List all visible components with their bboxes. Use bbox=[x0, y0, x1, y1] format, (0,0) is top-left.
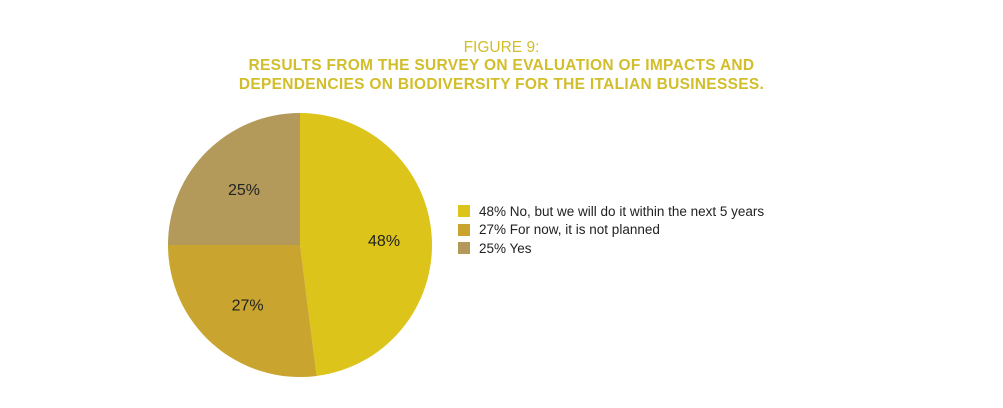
figure-label: FIGURE 9: bbox=[463, 39, 540, 56]
pie-slice bbox=[168, 245, 317, 377]
slice-data-label: 27% bbox=[232, 297, 264, 314]
legend: 48% No, but we will do it within the nex… bbox=[458, 202, 764, 258]
legend-item: 27% For now, it is not planned bbox=[458, 221, 764, 240]
pie-slice bbox=[168, 113, 300, 245]
legend-label: 27% For now, it is not planned bbox=[479, 222, 660, 238]
chart-title-line-2: DEPENDENCIES ON BIODIVERSITY FOR THE ITA… bbox=[238, 76, 765, 93]
slice-data-label: 48% bbox=[368, 233, 400, 250]
slice-data-label: 25% bbox=[228, 182, 260, 199]
legend-item: 25% Yes bbox=[458, 239, 764, 258]
legend-swatch bbox=[458, 205, 470, 218]
pie-slice bbox=[300, 113, 433, 376]
legend-item: 48% No, but we will do it within the nex… bbox=[458, 202, 764, 221]
chart-title-line-1: RESULTS FROM THE SURVEY ON EVALUATION OF… bbox=[248, 57, 755, 74]
legend-swatch bbox=[458, 223, 470, 236]
legend-label: 25% Yes bbox=[479, 240, 532, 256]
legend-label: 48% No, but we will do it within the nex… bbox=[479, 203, 765, 219]
legend-swatch bbox=[458, 242, 470, 255]
